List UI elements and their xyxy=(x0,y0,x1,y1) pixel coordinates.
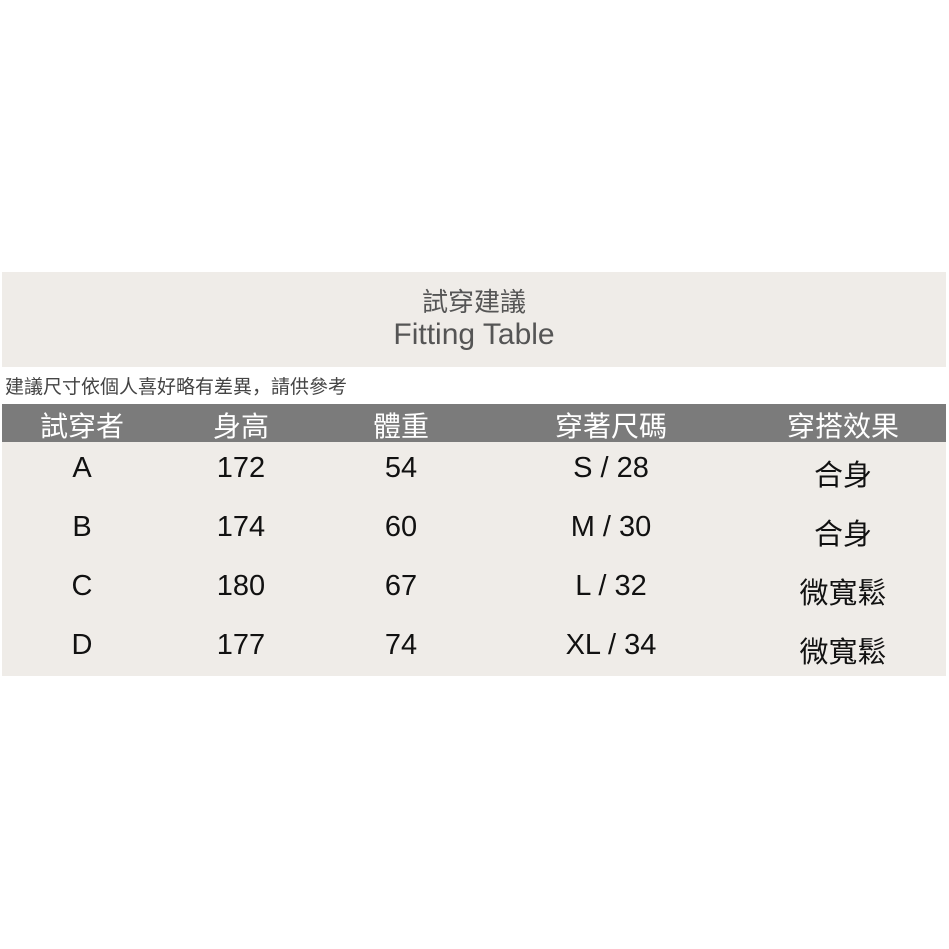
table-cell: S / 28 xyxy=(573,452,649,484)
table-cell: 177 xyxy=(216,629,266,661)
table-row: A 172 54 S / 28 合身 xyxy=(2,442,946,502)
table-row: C 180 67 L / 32 微寬鬆 xyxy=(2,560,946,620)
table-body: A 172 54 S / 28 合身 B 174 60 M / 30 合身 C 180 67 L / 32… xyxy=(2,442,946,676)
table-cell: 172 xyxy=(216,452,266,484)
table-row: D 177 74 XL / 34 微寬鬆 xyxy=(2,619,946,679)
table-cell: 54 xyxy=(384,452,418,484)
table-cell: XL / 34 xyxy=(565,629,657,661)
column-header: 體重 xyxy=(372,410,430,443)
title-english: Fitting Table xyxy=(393,318,555,351)
column-header: 身高 xyxy=(212,410,270,443)
title-block: 試穿建議 Fitting Table xyxy=(2,272,946,367)
column-header: 試穿者 xyxy=(39,410,125,443)
table-cell: B xyxy=(72,511,92,543)
table-cell: 微寬鬆 xyxy=(799,637,887,669)
column-header: 穿著尺碼 xyxy=(554,410,668,443)
table-cell: C xyxy=(71,570,93,602)
table-cell: 67 xyxy=(384,570,418,602)
table-cell: 微寬鬆 xyxy=(799,578,887,610)
table-cell: L / 32 xyxy=(575,570,647,602)
table-cell: 180 xyxy=(216,570,266,602)
table-cell: 74 xyxy=(384,629,418,661)
table-cell: 60 xyxy=(384,511,418,543)
size-note: 建議尺寸依個人喜好略有差異，請供參考 xyxy=(5,376,348,398)
table-cell: D xyxy=(71,629,93,661)
table-row: B 174 60 M / 30 合身 xyxy=(2,501,946,561)
table-cell: A xyxy=(72,452,92,484)
table-cell: M / 30 xyxy=(570,511,652,543)
column-header: 穿搭效果 xyxy=(786,410,900,443)
title-chinese: 試穿建議 xyxy=(421,288,526,318)
table-cell: 174 xyxy=(216,511,266,543)
table-cell: 合身 xyxy=(813,519,873,551)
table-cell: 合身 xyxy=(813,460,873,492)
table-header: 試穿者 身高 體重 穿著尺碼 穿搭效果 xyxy=(2,404,946,443)
